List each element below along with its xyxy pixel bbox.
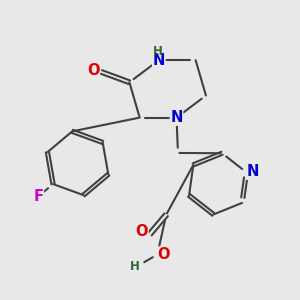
Text: N: N <box>153 53 165 68</box>
Text: N: N <box>170 110 183 125</box>
Text: O: O <box>158 247 170 262</box>
Text: H: H <box>130 260 140 273</box>
Text: O: O <box>87 63 99 78</box>
Text: N: N <box>247 164 259 179</box>
Text: O: O <box>136 224 148 239</box>
Text: H: H <box>153 45 163 58</box>
Text: F: F <box>33 189 43 204</box>
